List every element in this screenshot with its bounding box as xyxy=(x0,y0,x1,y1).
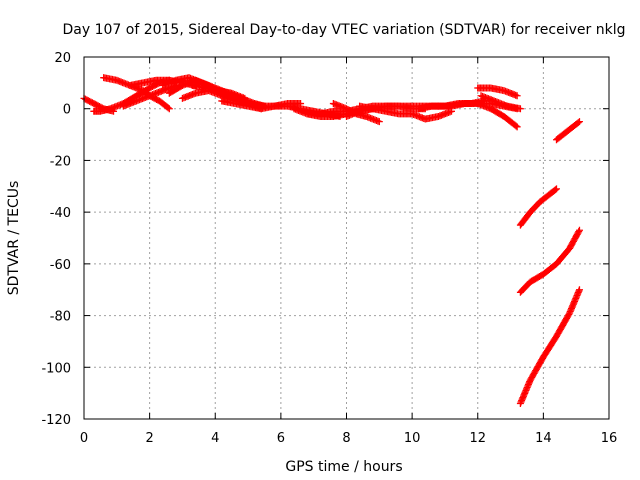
chart-title: Day 107 of 2015, Sidereal Day-to-day VTE… xyxy=(63,22,626,38)
x-tick-label: 16 xyxy=(601,431,618,446)
data-series xyxy=(553,118,583,144)
data-series xyxy=(516,185,560,229)
x-tick-label: 0 xyxy=(80,431,88,446)
x-tick-label: 6 xyxy=(277,431,285,446)
plot-frame xyxy=(83,56,610,420)
data-series xyxy=(516,286,583,407)
y-tick-label: -80 xyxy=(50,310,71,325)
data-point xyxy=(513,92,521,100)
data-series xyxy=(516,226,583,296)
y-tick-label: -60 xyxy=(50,258,71,273)
data-point xyxy=(553,185,560,193)
x-tick-label: 4 xyxy=(211,431,219,446)
data-series xyxy=(188,81,249,102)
ticks: 0 2 4 6 8 10 12 14 16 20 0 -20 -40 -60 -80 -100 -120 xyxy=(41,51,617,446)
x-tick-label: 8 xyxy=(342,431,350,446)
y-tick-label: 20 xyxy=(54,51,71,66)
x-tick-label: 10 xyxy=(404,431,421,446)
data-point xyxy=(512,122,520,130)
x-axis-label: GPS time / hours xyxy=(285,459,402,475)
data-series xyxy=(477,92,524,113)
x-tick-label: 14 xyxy=(535,431,552,446)
data-series xyxy=(100,74,173,113)
y-tick-label: -40 xyxy=(50,206,71,221)
data-points xyxy=(80,74,583,407)
data-point xyxy=(516,105,524,113)
data-series xyxy=(119,81,180,110)
y-tick-label: 0 xyxy=(63,103,71,118)
data-series xyxy=(474,84,521,100)
data-point xyxy=(165,105,173,113)
data-point xyxy=(575,118,583,126)
y-tick-label: -20 xyxy=(50,154,71,169)
y-axis-label: SDTVAR / TECUs xyxy=(6,181,22,296)
data-point xyxy=(575,228,583,236)
data-point xyxy=(164,104,172,112)
data-point xyxy=(241,94,249,102)
y-tick-label: -120 xyxy=(41,413,71,428)
data-series xyxy=(126,76,200,89)
y-tick-label: -100 xyxy=(41,361,71,376)
data-series xyxy=(356,102,455,123)
x-tick-label: 2 xyxy=(145,431,153,446)
x-tick-label: 12 xyxy=(469,431,486,446)
data-series xyxy=(474,100,521,131)
data-point xyxy=(575,286,583,294)
data-point xyxy=(574,119,582,127)
data-point xyxy=(551,186,559,194)
data-point xyxy=(375,118,383,126)
data-point xyxy=(513,123,521,131)
data-point xyxy=(575,226,583,234)
